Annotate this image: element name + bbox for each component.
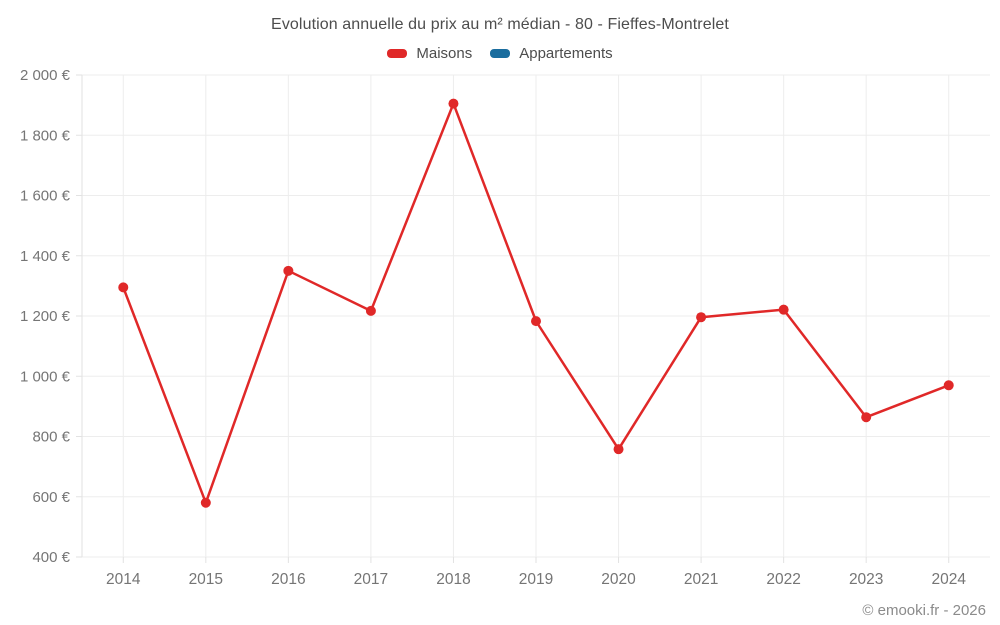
xtick-label-2015: 2015	[189, 571, 223, 588]
data-point-maisons-2016[interactable]	[283, 265, 294, 276]
xtick-label-2022: 2022	[766, 571, 800, 588]
data-point-maisons-2017[interactable]	[365, 305, 376, 316]
ytick-label-1800: 1 800 €	[20, 127, 71, 144]
ytick-label-1200: 1 200 €	[20, 308, 71, 325]
xtick-label-2019: 2019	[519, 571, 553, 588]
data-point-maisons-2014[interactable]	[118, 282, 129, 293]
legend-label-maisons: Maisons	[416, 45, 473, 62]
data-point-maisons-2021[interactable]	[696, 312, 707, 323]
legend-item-appartements[interactable]: Appartements	[490, 45, 613, 62]
maisons-series-swatch-icon	[387, 49, 408, 58]
data-point-maisons-2018[interactable]	[448, 98, 459, 109]
chart-legend: Maisons Appartements	[0, 45, 1000, 62]
xtick-label-2018: 2018	[436, 571, 470, 588]
data-point-maisons-2022[interactable]	[778, 304, 789, 315]
xtick-label-2014: 2014	[106, 571, 141, 588]
xtick-label-2023: 2023	[849, 571, 883, 588]
chart-title: Evolution annuelle du prix au m² médian …	[271, 16, 729, 33]
ytick-label-1000: 1 000 €	[20, 368, 71, 385]
data-point-maisons-2024[interactable]	[943, 380, 954, 391]
ytick-label-1400: 1 400 €	[20, 248, 71, 265]
xtick-label-2017: 2017	[354, 571, 388, 588]
xtick-label-2016: 2016	[271, 571, 305, 588]
xtick-label-2020: 2020	[601, 571, 636, 588]
appartements-series-swatch-icon	[490, 49, 511, 58]
watermark: © emooki.fr - 2026	[862, 602, 986, 619]
xtick-label-2021: 2021	[684, 571, 718, 588]
ytick-label-2000: 2 000 €	[20, 67, 71, 84]
data-point-maisons-2023[interactable]	[861, 412, 872, 423]
data-point-maisons-2015[interactable]	[200, 497, 211, 508]
data-point-maisons-2020[interactable]	[613, 444, 624, 455]
ytick-label-800: 800 €	[32, 429, 70, 446]
data-point-maisons-2019[interactable]	[531, 316, 541, 327]
ytick-label-400: 400 €	[32, 549, 70, 566]
xtick-label-2024: 2024	[931, 571, 966, 588]
ytick-label-1600: 1 600 €	[20, 188, 71, 205]
ytick-label-600: 600 €	[32, 489, 70, 506]
legend-label-appartements: Appartements	[519, 45, 613, 62]
legend-item-maisons[interactable]: Maisons	[387, 45, 472, 62]
